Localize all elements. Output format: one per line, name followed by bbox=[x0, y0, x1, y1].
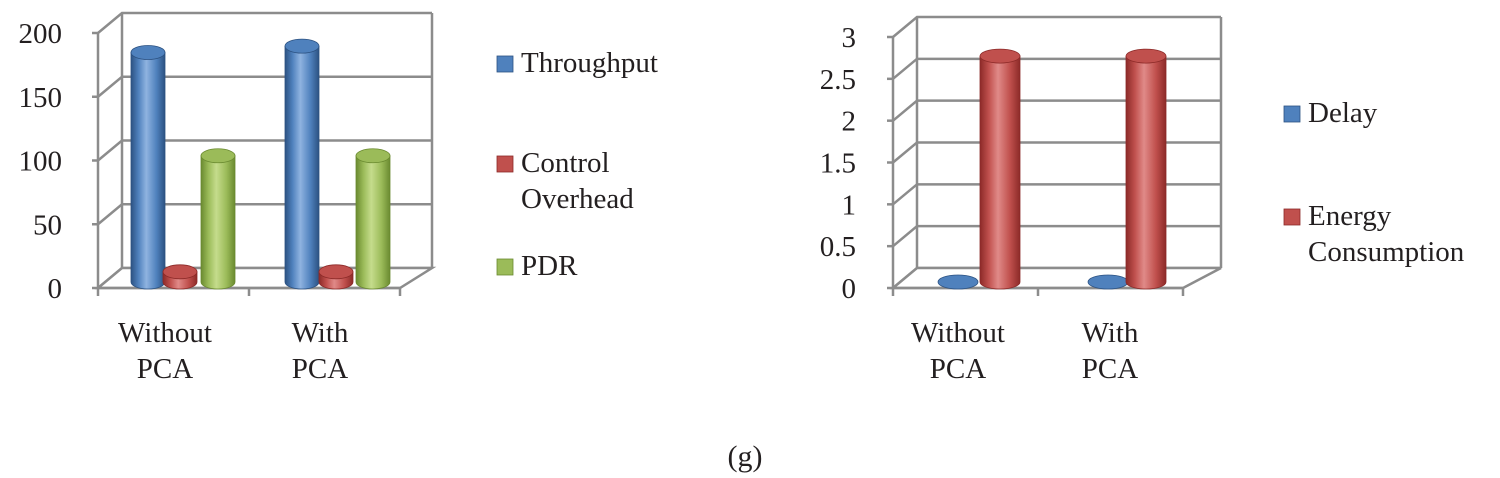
legend-label: PDR bbox=[521, 250, 578, 282]
x-category-labels: Without PCA With PCA bbox=[911, 317, 1139, 385]
y-tick-label: 1 bbox=[842, 189, 857, 221]
bar-energy-consumption-1 bbox=[1125, 48, 1167, 290]
gridline bbox=[97, 11, 432, 34]
gridline bbox=[892, 141, 1221, 164]
x-category-label: PCA bbox=[930, 353, 986, 385]
gridline bbox=[892, 99, 1221, 122]
y-tick-label: 150 bbox=[19, 82, 63, 114]
bars bbox=[130, 38, 391, 290]
bar-delay-0 bbox=[937, 274, 979, 290]
legend-label: Throughput bbox=[521, 47, 658, 79]
legend-item-control-overhead: Control Overhead bbox=[496, 147, 634, 215]
legend-swatch bbox=[496, 258, 514, 276]
legend-label: Consumption bbox=[1308, 236, 1465, 268]
y-tick-label: 50 bbox=[33, 209, 62, 241]
legend-item-delay: Delay bbox=[1283, 97, 1378, 129]
x-category-label: Without bbox=[911, 317, 1005, 349]
bars bbox=[937, 48, 1167, 290]
legend-label: Overhead bbox=[521, 183, 634, 215]
legend-swatch bbox=[496, 155, 514, 173]
y-tick-label: 3 bbox=[842, 22, 857, 54]
y-tick-label: 2.5 bbox=[820, 64, 856, 96]
x-category-label: PCA bbox=[1082, 353, 1138, 385]
chart-right: 0 0.5 1 1.5 2 2.5 3 Without PCA With PCA Delay Energ… bbox=[820, 15, 1465, 385]
legend-item-throughput: Throughput bbox=[496, 47, 658, 79]
y-tick-label: 100 bbox=[19, 146, 63, 178]
bar-control-overhead-1 bbox=[318, 264, 354, 290]
gridline bbox=[892, 15, 1221, 38]
legend: Delay Energy Consumption bbox=[1283, 97, 1465, 268]
figure-caption: (g) bbox=[728, 440, 763, 473]
bar-throughput-1 bbox=[284, 38, 320, 290]
bar-pdr-0 bbox=[200, 148, 236, 290]
gridlines bbox=[97, 11, 434, 289]
legend-swatch bbox=[1283, 208, 1301, 226]
bar-pdr-1 bbox=[355, 148, 391, 290]
legend-label: Control bbox=[521, 147, 610, 179]
legend: Throughput Control Overhead PDR bbox=[496, 47, 658, 282]
legend-label: Delay bbox=[1308, 97, 1378, 129]
y-tick-label: 0 bbox=[48, 273, 63, 305]
legend-swatch bbox=[496, 55, 514, 73]
bar-delay-1 bbox=[1087, 274, 1129, 290]
y-tick-label: 1.5 bbox=[820, 148, 856, 180]
x-category-label: With bbox=[292, 317, 349, 349]
legend-item-pdr: PDR bbox=[496, 250, 578, 282]
x-category-label: Without bbox=[118, 317, 212, 349]
y-tick-label: 2 bbox=[842, 106, 857, 138]
legend-item-energy-consumption: Energy Consumption bbox=[1283, 200, 1465, 268]
legend-label: Energy bbox=[1308, 200, 1392, 232]
x-category-label: With bbox=[1082, 317, 1139, 349]
bar-energy-consumption-0 bbox=[979, 48, 1021, 290]
x-category-labels: Without PCA With PCA bbox=[118, 317, 349, 385]
y-tick-label: 200 bbox=[19, 18, 63, 50]
chart-left: 0 50 100 150 200 Without PCA With PCA Throughput C… bbox=[19, 11, 658, 385]
gridline bbox=[892, 57, 1221, 80]
x-category-label: PCA bbox=[137, 353, 193, 385]
y-tick-label: 0 bbox=[842, 273, 857, 305]
gridlines bbox=[892, 15, 1223, 289]
gridline bbox=[892, 224, 1221, 248]
x-category-label: PCA bbox=[292, 353, 348, 385]
legend-swatch bbox=[1283, 105, 1301, 123]
bar-control-overhead-0 bbox=[162, 264, 198, 290]
gridline bbox=[892, 183, 1221, 206]
y-tick-label: 0.5 bbox=[820, 231, 856, 263]
bar-throughput-0 bbox=[130, 45, 166, 290]
